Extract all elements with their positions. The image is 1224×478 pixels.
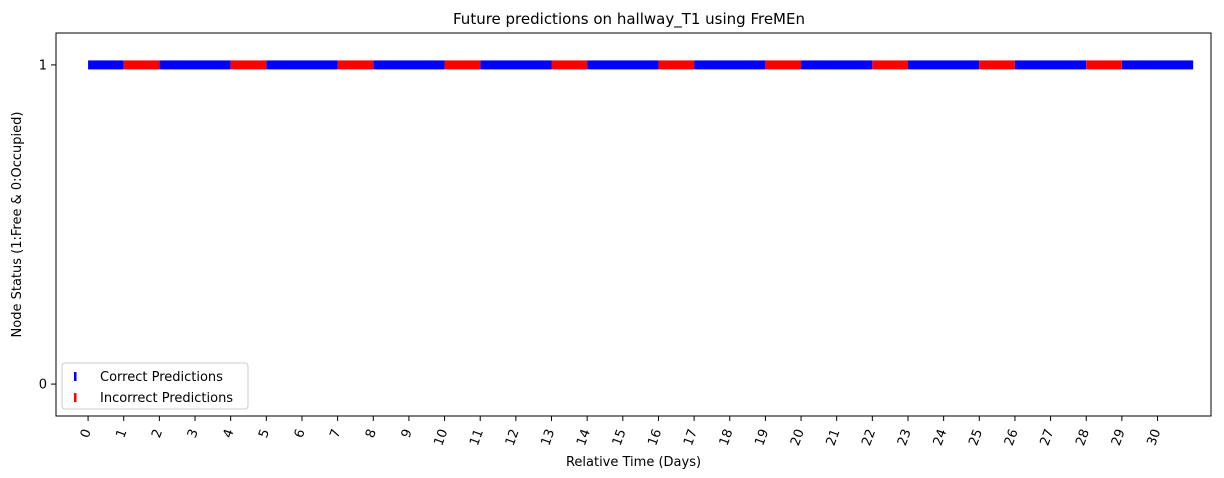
x-tick-label: 28 xyxy=(1073,427,1093,448)
incorrect-prediction-segment xyxy=(1086,60,1122,70)
correct-prediction-segment xyxy=(1121,60,1194,70)
chart-title: Future predictions on hallway_T1 using F… xyxy=(453,10,805,29)
y-tick-label: 0 xyxy=(39,378,47,393)
x-tick-label: 0 xyxy=(78,427,95,440)
x-tick-label: 27 xyxy=(1038,427,1058,448)
x-tick-label: 15 xyxy=(610,427,630,448)
y-axis-label: Node Status (1:Free & 0:Occupied) xyxy=(10,112,25,338)
x-tick-label: 18 xyxy=(717,427,737,448)
correct-prediction-segment xyxy=(801,60,873,70)
x-tick-label: 24 xyxy=(931,427,951,448)
incorrect-prediction-segment xyxy=(551,60,588,70)
x-tick-label: 23 xyxy=(895,427,915,448)
correct-legend-marker xyxy=(74,372,77,381)
x-tick-label: 6 xyxy=(292,427,309,440)
x-tick-label: 1 xyxy=(114,427,131,440)
incorrect-prediction-segment xyxy=(658,60,695,70)
incorrect-prediction-segment xyxy=(979,60,1015,70)
x-tick-label: 25 xyxy=(966,427,986,448)
x-tick-label: 19 xyxy=(752,427,772,448)
x-tick-label: 8 xyxy=(363,427,380,440)
x-axis-label: Relative Time (Days) xyxy=(566,455,701,470)
x-tick-label: 16 xyxy=(645,427,665,448)
x-tick-label: 26 xyxy=(1002,427,1022,448)
x-tick-label: 7 xyxy=(327,427,344,440)
correct-prediction-segment xyxy=(1014,60,1087,70)
x-tick-label: 14 xyxy=(574,427,594,448)
plot-frame xyxy=(55,32,1212,417)
x-tick-label: 2 xyxy=(149,427,166,440)
x-tick-label: 17 xyxy=(681,427,701,448)
x-tick-label: 10 xyxy=(432,427,452,448)
x-tick-label: 12 xyxy=(503,427,523,448)
incorrect-prediction-segment xyxy=(123,60,160,70)
x-tick-label: 29 xyxy=(1109,427,1129,448)
correct-prediction-segment xyxy=(373,60,445,70)
incorrect-prediction-segment xyxy=(230,60,267,70)
x-tick-label: 4 xyxy=(221,427,238,440)
correct-prediction-segment xyxy=(480,60,552,70)
correct-prediction-segment xyxy=(907,60,980,70)
correct-prediction-segment xyxy=(694,60,766,70)
legend-entry-label: Incorrect Predictions xyxy=(100,391,233,406)
incorrect-prediction-segment xyxy=(872,60,908,70)
x-tick-label: 11 xyxy=(467,427,487,448)
x-tick-label: 9 xyxy=(399,427,416,440)
correct-prediction-segment xyxy=(159,60,231,70)
correct-prediction-segment xyxy=(587,60,659,70)
incorrect-prediction-segment xyxy=(337,60,374,70)
x-tick-label: 13 xyxy=(539,427,559,448)
correct-prediction-segment xyxy=(88,60,124,70)
x-tick-label: 22 xyxy=(859,427,879,448)
x-tick-label: 3 xyxy=(185,427,202,440)
legend-box xyxy=(61,362,249,410)
y-tick-label: 1 xyxy=(39,58,47,73)
chart-legend: Correct Predictions Incorrect Predictions xyxy=(61,362,249,410)
x-tick-label: 5 xyxy=(256,427,273,440)
incorrect-legend-marker xyxy=(74,393,77,402)
x-tick-label: 21 xyxy=(824,427,844,448)
plot-marks xyxy=(88,60,1194,70)
legend-entry-label: Correct Predictions xyxy=(100,370,223,385)
x-tick-label: 30 xyxy=(1145,427,1165,448)
x-tick-label: 20 xyxy=(788,427,808,448)
incorrect-prediction-segment xyxy=(765,60,802,70)
incorrect-prediction-segment xyxy=(444,60,481,70)
correct-prediction-segment xyxy=(266,60,338,70)
